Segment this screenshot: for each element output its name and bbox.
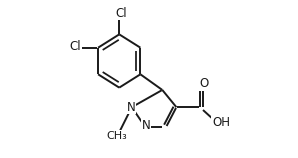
Text: Cl: Cl bbox=[69, 40, 81, 53]
Text: CH₃: CH₃ bbox=[106, 131, 127, 141]
Text: Cl: Cl bbox=[116, 7, 128, 20]
Text: N: N bbox=[127, 101, 135, 114]
Text: N: N bbox=[142, 119, 150, 133]
Text: O: O bbox=[199, 77, 208, 90]
Text: OH: OH bbox=[212, 115, 230, 129]
